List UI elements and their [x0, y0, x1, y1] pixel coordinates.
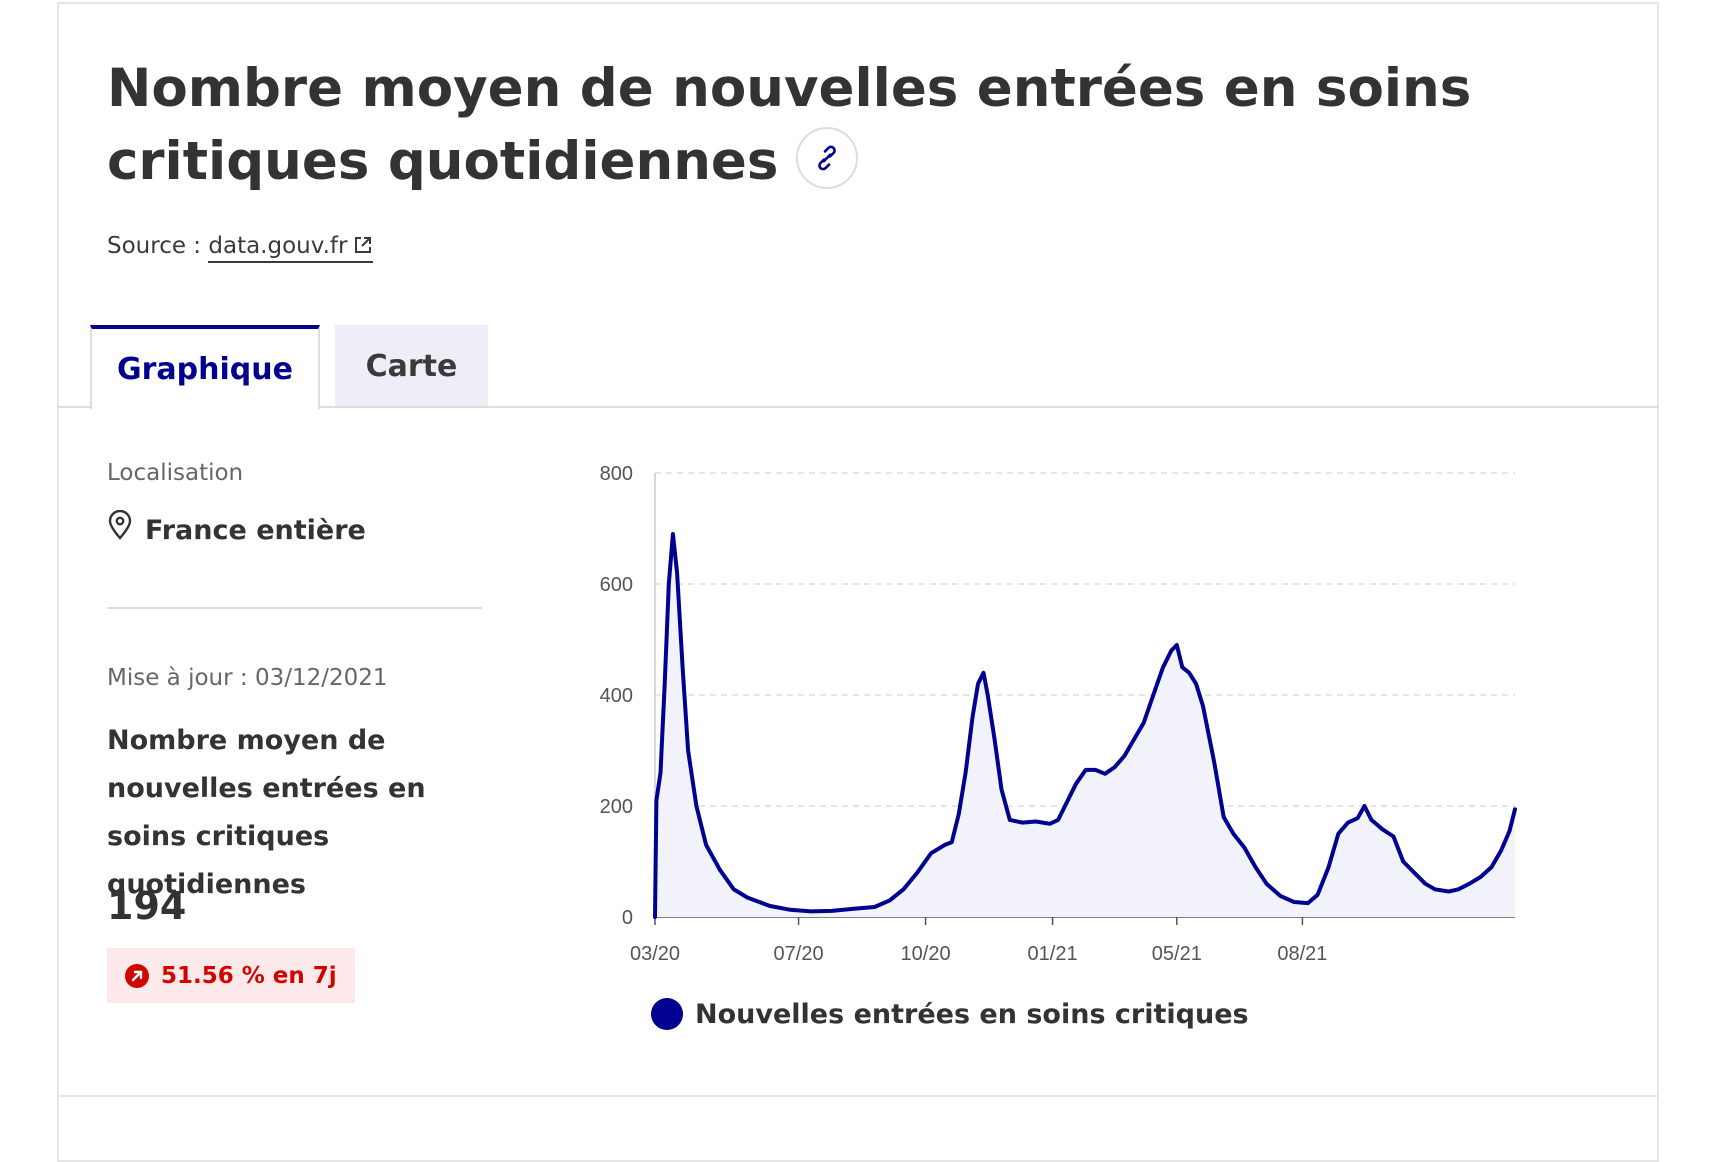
y-tick-label: 200: [600, 796, 633, 818]
chart-legend: Nouvelles entrées en soins critiques: [651, 998, 1249, 1030]
source-prefix: Source :: [107, 233, 202, 259]
series-area: [655, 534, 1515, 917]
tab-graphique-label: Graphique: [117, 351, 293, 387]
kpi-value: 194: [107, 884, 187, 928]
location-selector[interactable]: France entière: [107, 509, 366, 546]
external-link-icon: [355, 237, 372, 253]
source-link[interactable]: data.gouv.fr: [208, 233, 374, 263]
trend-badge-text: 51.56 % en 7j: [161, 962, 337, 989]
x-tick-label: 10/20: [901, 943, 951, 965]
line-chart: 0 200 400 600 800 03/20 07/20 10/20 01/21 05/21 08…: [600, 463, 1517, 965]
trend-up-arrow-icon: [125, 963, 149, 988]
page-title: Nombre moyen de nouvelles entrées en soi…: [107, 52, 1627, 198]
series-line: [653, 532, 1517, 919]
link-icon: [818, 145, 837, 171]
y-tick-label: 600: [600, 574, 633, 596]
page-title-text: Nombre moyen de nouvelles entrées en soi…: [107, 58, 1472, 192]
location-label: Localisation: [107, 460, 244, 486]
tab-carte-label: Carte: [365, 348, 458, 384]
y-tick-label: 400: [600, 685, 633, 707]
y-tick-label: 0: [622, 907, 633, 929]
y-tick-label: 800: [600, 463, 633, 485]
map-pin-icon: [108, 509, 132, 540]
card-bottom-divider: [57, 1095, 1659, 1097]
x-tick-label: 05/21: [1152, 943, 1202, 965]
legend-swatch: [651, 998, 683, 1030]
source-line: Source : data.gouv.fr: [107, 233, 374, 263]
tab-divider: [57, 406, 1659, 408]
tab-graphique[interactable]: Graphique: [90, 325, 320, 409]
x-tick-label: 03/20: [630, 943, 680, 965]
update-date: Mise à jour : 03/12/2021: [107, 665, 388, 691]
tab-carte[interactable]: Carte: [335, 325, 488, 407]
x-tick-label: 08/21: [1277, 943, 1327, 965]
source-link-text: data.gouv.fr: [208, 233, 348, 259]
location-value: France entière: [145, 515, 366, 546]
copy-link-button[interactable]: [796, 127, 859, 190]
kpi-title: Nombre moyen de nouvelles entrées en soi…: [107, 725, 426, 900]
x-tick-label: 07/20: [774, 943, 824, 965]
trend-badge: 51.56 % en 7j: [107, 948, 355, 1003]
x-tick-label: 01/21: [1028, 943, 1078, 965]
sidebar-divider: [107, 607, 482, 609]
legend-label: Nouvelles entrées en soins critiques: [695, 998, 1249, 1030]
